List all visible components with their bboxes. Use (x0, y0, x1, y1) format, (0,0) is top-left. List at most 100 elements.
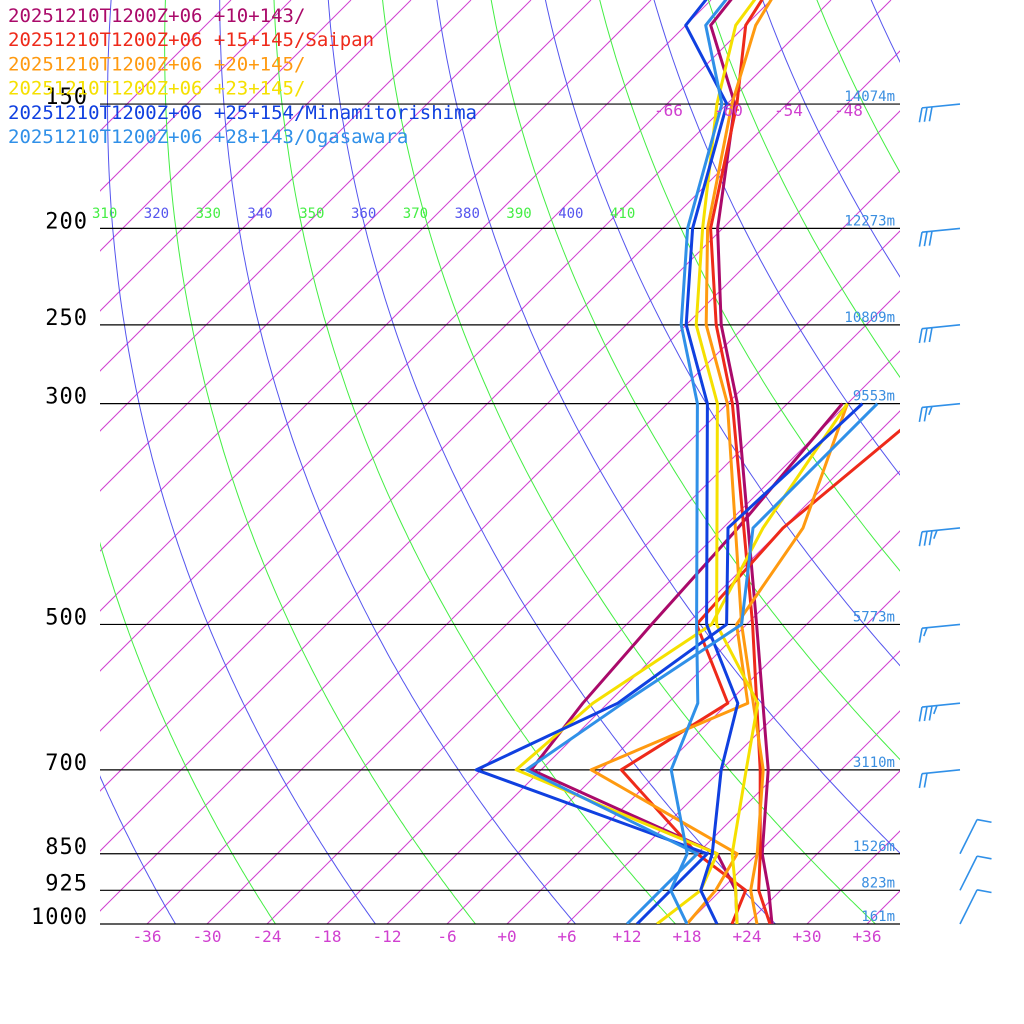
legend-entry: 20251210T1200Z+06 +28+143/Ogasawara (8, 126, 408, 148)
wind-barb-feather (918, 407, 923, 422)
axis-labels: 1001502002503005007008509251000-36-30-24… (31, 85, 895, 946)
wind-barb-staff (921, 769, 961, 775)
wind-barb-feather (918, 232, 923, 247)
dry-adiabat-line (916, 0, 1024, 945)
pressure-tick-label: 150 (45, 85, 88, 110)
isotherm-label: -60 (714, 101, 743, 120)
dewpoint-profile-line (619, 428, 900, 924)
wind-barb-feather (918, 328, 923, 344)
wind-barb-feather (923, 107, 928, 122)
temperature-tick-label: +36 (853, 927, 882, 946)
height-label: 3110m (853, 755, 895, 771)
temperature-tick-label: +24 (733, 927, 762, 946)
theta-label: 320 (144, 206, 169, 222)
wind-barb-feather (918, 107, 923, 123)
wind-barb-feather (928, 106, 933, 122)
wind-barb-feather (928, 231, 933, 246)
wind-barb-feather (923, 627, 928, 637)
wind-barbs (918, 103, 992, 925)
wind-barb-feather (976, 818, 992, 824)
wind-barb-feather (923, 231, 928, 247)
isotherm-line (100, 0, 472, 372)
dry-adiabat-line (827, 0, 1024, 945)
isotherm-label: -54 (774, 101, 803, 120)
wind-barb-feather (928, 705, 933, 721)
temperature-profile-line (684, 0, 740, 924)
dry-adiabat-line (707, 0, 900, 379)
temperature-profile-line (669, 0, 728, 924)
pressure-tick-label: 300 (45, 385, 88, 410)
isotherm-line (100, 0, 412, 312)
dry-adiabat-line (436, 0, 900, 854)
wind-barb-feather (933, 705, 938, 715)
height-label: 10809m (844, 310, 895, 326)
isotherm-line (100, 0, 832, 732)
wind-barb-feather (923, 706, 928, 722)
wind-barb-staff (921, 527, 961, 533)
wind-barb-staff (959, 819, 978, 855)
dry-adiabat-line (961, 0, 1024, 945)
wind-barb-feather (918, 531, 923, 547)
sounding-profiles (474, 0, 900, 924)
dry-adiabat-line (872, 0, 1024, 945)
wind-barb-feather (928, 406, 933, 416)
isotherm-label: -48 (834, 101, 863, 120)
height-label: 5773m (853, 609, 895, 625)
height-label: 9553m (853, 389, 895, 405)
isotherm-label: -66 (654, 101, 683, 120)
wind-barb-feather (918, 773, 923, 789)
temperature-tick-label: -30 (193, 927, 222, 946)
dry-adiabat-line (653, 0, 900, 476)
dry-adiabat-line (100, 541, 277, 924)
legend-entry: 20251210T1200Z+06 +20+145/ (8, 53, 305, 75)
height-label: 161m (861, 909, 895, 925)
dry-adiabat-line (870, 0, 900, 63)
wind-barb-staff (921, 402, 961, 409)
height-label: 823m (861, 875, 895, 891)
pressure-tick-label: 250 (45, 306, 88, 331)
temperature-tick-label: +18 (673, 927, 702, 946)
wind-barb-staff (959, 855, 978, 891)
isotherm-line (100, 0, 712, 612)
isotherm-line (100, 0, 592, 492)
theta-label: 340 (247, 206, 272, 222)
dewpoint-profile-line (529, 402, 844, 924)
dry-adiabat-line (106, 0, 377, 924)
wind-barb-staff (959, 889, 978, 925)
pressure-tick-label: 700 (45, 751, 88, 776)
temperature-tick-label: -6 (437, 927, 456, 946)
pressure-tick-label: 925 (45, 871, 88, 896)
dry-adiabat-line (164, 0, 477, 924)
theta-label: 360 (351, 206, 376, 222)
wind-barb-staff (921, 702, 961, 708)
legend: 20251210T1200Z+06 +10+143/20251210T1200Z… (8, 5, 477, 148)
temperature-tick-label: +0 (497, 927, 516, 946)
dry-adiabat-line (273, 0, 677, 924)
theta-label: 330 (196, 206, 221, 222)
pressure-tick-label: 850 (45, 835, 88, 860)
isotherm-line (100, 0, 652, 552)
legend-entry: 20251210T1200Z+06 +23+145/ (8, 78, 305, 100)
temperature-tick-label: -18 (313, 927, 342, 946)
temperature-tick-label: -12 (373, 927, 402, 946)
temperature-tick-label: +30 (793, 927, 822, 946)
theta-label: 370 (403, 206, 428, 222)
wind-barb-staff (921, 103, 961, 109)
isotherm-line (100, 0, 772, 672)
temperature-profile-line (694, 0, 760, 924)
height-label: 1526m (853, 839, 895, 855)
isotherm-line (100, 0, 352, 252)
legend-entry: 20251210T1200Z+06 +15+145/Saipan (8, 29, 374, 51)
wind-barb-staff (921, 623, 961, 630)
dewpoint-profile-line (474, 402, 864, 924)
theta-label: 350 (299, 206, 324, 222)
height-label: 14074m (844, 89, 895, 105)
isotherm-line (446, 470, 900, 924)
wind-barb-feather (923, 531, 928, 546)
dry-adiabat-line (544, 0, 900, 667)
dewpoint-profile-line (524, 402, 879, 924)
wind-barb-feather (923, 328, 928, 343)
dry-adiabat-line (816, 0, 900, 174)
theta-label: 310 (92, 206, 117, 222)
wind-barb-feather (928, 530, 933, 546)
